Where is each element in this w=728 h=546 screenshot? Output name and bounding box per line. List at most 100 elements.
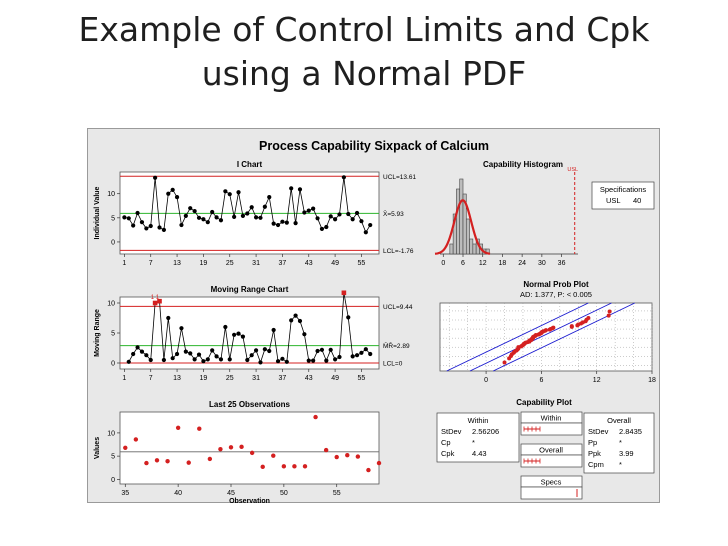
overall-stats-header: Overall [607, 416, 631, 425]
last25-point [175, 425, 181, 430]
mr-chart-point [363, 347, 368, 352]
mr-chart-flag-label: 1 1 [151, 295, 160, 301]
mr-chart-point [236, 331, 241, 336]
mr-chart-lcl-label: LCL=0 [383, 361, 403, 368]
i-chart-point [179, 222, 184, 228]
mr-chart-ylabel: Moving Range [94, 309, 101, 357]
mr-chart-point [280, 356, 285, 361]
i-chart-point [275, 222, 281, 228]
mr-chart-ucl-label: UCL=9.44 [383, 304, 413, 311]
overall-stat-value: 3.99 [619, 449, 634, 458]
last25-xtick-label: 45 [227, 490, 235, 497]
i-chart-point [311, 206, 316, 211]
within-stat-value: 4.43 [472, 449, 487, 458]
i-chart-point [170, 187, 175, 192]
i-chart-point [153, 175, 158, 180]
i-chart-point [337, 212, 342, 217]
mr-chart-point [135, 345, 140, 350]
figure-title: Process Capability Sixpack of Calcium [259, 139, 489, 153]
i-chart-point [148, 223, 153, 229]
mr-chart-point [192, 357, 197, 362]
i-chart-point [227, 192, 232, 197]
mr-chart-point [337, 354, 342, 360]
i-chart-point [210, 209, 215, 215]
last25-point [302, 464, 308, 469]
i-chart-point [280, 219, 285, 224]
i-chart-point [192, 208, 197, 214]
mr-chart-point [293, 313, 298, 318]
last25-point [197, 426, 202, 431]
slide-title: Example of Control Limits and Cpk using … [0, 8, 728, 96]
i-chart-xtick-label: 25 [226, 260, 234, 267]
i-chart-point [346, 211, 351, 217]
mr-chart-point [289, 318, 294, 323]
i-chart-point [122, 215, 127, 220]
mr-chart-point [368, 351, 373, 357]
mr-chart-point [245, 357, 250, 363]
mr-chart-out-of-control-point [341, 290, 347, 296]
capability-within-bar-box [520, 422, 583, 436]
mr-chart-point [131, 351, 136, 357]
i-chart-point [174, 194, 180, 200]
mr-chart-xtick-label: 13 [173, 375, 181, 382]
last25-point [355, 454, 361, 459]
i-chart-point [218, 218, 224, 223]
histogram-normal-curve [434, 199, 491, 255]
overall-stat-value: * [619, 460, 622, 469]
mr-chart-xtick-label: 7 [149, 375, 153, 382]
histogram-xtick-label: 0 [441, 260, 445, 267]
mr-chart-point [354, 353, 360, 358]
overall-stat-label: StDev [588, 427, 609, 436]
i-chart-xtick-label: 13 [173, 260, 181, 267]
overall-stat-label: Ppk [588, 449, 601, 458]
last25-point [334, 454, 339, 460]
last25-point [323, 447, 329, 453]
i-chart-point [350, 217, 355, 222]
i-chart-xtick-label: 31 [252, 260, 260, 267]
histogram-bar [449, 243, 454, 255]
i-chart-xtick-label: 1 [122, 260, 126, 267]
i-chart-point [249, 205, 254, 210]
mr-chart-point [166, 315, 171, 321]
i-chart-point [359, 219, 364, 224]
mr-chart-panel: Moving Range Chart Moving Range 0 5 10 1 7 13 19… [94, 285, 413, 382]
mr-chart-out-of-control-point [152, 300, 158, 306]
i-chart-ytick-label: 10 [107, 191, 115, 198]
overall-stat-value: * [619, 438, 622, 447]
prob-plot-area [439, 302, 653, 372]
mr-chart-point [333, 357, 338, 362]
i-chart-point [328, 214, 333, 219]
last25-point [165, 459, 170, 464]
mr-chart-point [183, 349, 188, 354]
i-chart-point [284, 220, 289, 225]
mr-chart-ytick-label: 0 [111, 361, 115, 368]
prob-plot-ci-line [492, 302, 635, 372]
prob-plot-point [544, 328, 548, 333]
overall-stats-box [583, 412, 655, 474]
i-chart-point [131, 223, 136, 228]
i-chart-point [183, 213, 188, 218]
last25-ylabel: Values [94, 437, 101, 459]
i-chart-point [253, 215, 259, 220]
last25-plot-area [119, 411, 380, 485]
i-chart-point [201, 217, 206, 222]
specifications-usl-value: 40 [633, 196, 641, 205]
prob-plot-fit-line [469, 302, 612, 372]
mr-chart-point [271, 327, 276, 333]
i-chart-xtick-label: 37 [279, 260, 287, 267]
mr-chart-point [350, 354, 355, 359]
mr-chart-xtick-label: 31 [252, 375, 260, 382]
i-chart-point [319, 226, 325, 232]
prob-plot-point [586, 316, 591, 321]
capability-overall-label: Overall [539, 446, 563, 455]
i-chart-xtick-label: 7 [149, 260, 153, 267]
i-chart-point [262, 204, 267, 209]
i-chart-panel: I Chart Individual Value 0 5 10 1 7 13 19 25 31 37 4… [94, 160, 416, 267]
slide-title-line-1: Example of Control Limits and Cpk [78, 10, 650, 49]
mr-chart-point [126, 359, 131, 364]
mr-chart-point [284, 359, 289, 364]
i-chart-point [144, 226, 149, 231]
capability-plot-title: Capability Plot [516, 398, 572, 407]
i-chart-ucl-label: UCL=13.61 [383, 174, 416, 181]
mr-chart-point [161, 357, 166, 363]
